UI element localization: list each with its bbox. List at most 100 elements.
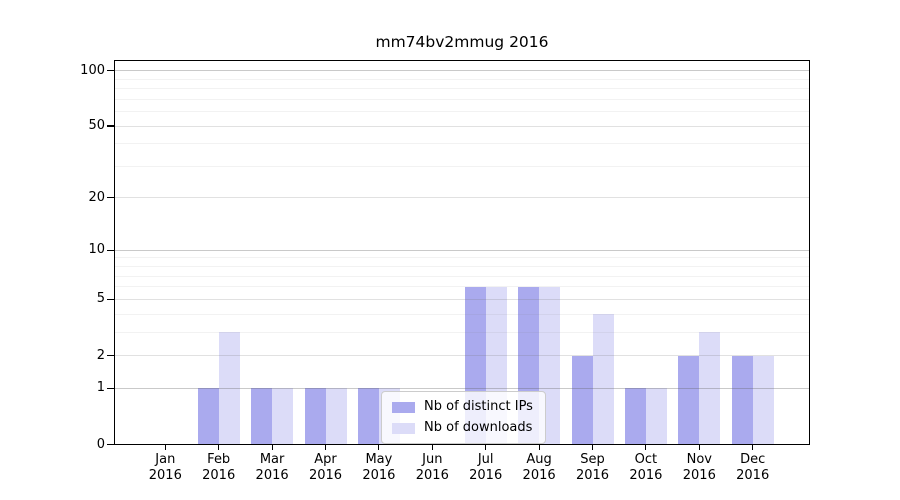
legend: Nb of distinct IPs Nb of downloads [381,391,546,444]
x-tick-label-dec: Dec 2016 [723,452,783,484]
x-tick-feb [218,445,220,450]
x-tick-apr [324,445,327,450]
x-tick-mar [271,445,273,450]
x-tick-nov [698,445,700,450]
y-tick-label-100: 100 [80,62,105,78]
x-tick-label-may: May 2016 [349,452,409,484]
year-label: 2016 [308,468,343,483]
month-label: Sep [580,452,605,467]
bar-distinct-ips-feb [197,388,219,444]
legend-item-distinct-ips: Nb of distinct IPs [392,399,533,415]
year-label: 2016 [736,468,770,483]
x-tick-label-aug: Aug 2016 [509,452,569,484]
year-label: 2016 [202,468,236,483]
legend-swatch-distinct-ips [392,401,415,413]
y-tick-label-1: 1 [96,380,105,396]
y-tick-label-20: 20 [88,189,105,205]
legend-item-downloads: Nb of downloads [392,420,533,436]
x-tick-label-nov: Nov 2016 [669,452,729,484]
y-tick-label-2: 2 [96,347,105,363]
bar-downloads-dec [752,355,774,444]
year-label: 2016 [522,468,556,483]
gridline-major-100 [115,70,809,72]
year-label: 2016 [682,468,716,483]
bar-distinct-ips-dec [731,355,753,444]
bar-downloads-feb [218,332,240,444]
month-label: Dec [740,452,766,467]
x-tick-label-jun: Jun 2016 [402,452,462,484]
bar-downloads-apr [325,388,347,444]
gridline-minor-30 [115,165,809,167]
x-tick-sep [591,445,594,450]
y-tick-1 [107,387,114,389]
gridline-minor-7 [115,275,809,277]
y-tick-2 [107,354,114,357]
gridline-minor-6 [115,286,809,288]
gridline-minor-4 [115,313,809,315]
gridline-major-2 [115,355,809,356]
year-label: 2016 [362,468,396,483]
month-label: Feb [207,452,231,467]
y-tick-label-10: 10 [88,242,105,258]
legend-label-distinct-ips: Nb of distinct IPs [424,399,533,414]
x-tick-jul [485,445,487,450]
x-tick-jan [164,445,166,450]
gridline-minor-8 [115,266,809,268]
bar-distinct-ips-oct [624,388,646,444]
bar-downloads-sep [592,314,614,444]
year-label: 2016 [469,468,503,483]
month-label: Mar [259,452,285,467]
x-tick-dec [752,445,754,450]
y-tick-label-50: 50 [88,118,105,134]
y-tick-5 [107,298,114,300]
x-tick-label-feb: Feb 2016 [189,452,249,484]
month-label: Jan [155,452,176,467]
month-label: Apr [314,452,337,467]
gridline-major-1 [115,387,809,389]
x-tick-label-jan: Jan 2016 [135,452,195,484]
gridline-major-10 [115,249,809,251]
year-label: 2016 [629,468,663,483]
gridline-minor-90 [115,78,809,80]
x-tick-label-mar: Mar 2016 [242,452,302,484]
bar-distinct-ips-nov [678,355,700,444]
month-label: Aug [526,452,552,467]
chart-title: mm74bv2mmug 2016 [375,33,549,51]
y-tick-20 [107,197,114,199]
x-tick-oct [645,445,647,450]
gridline-minor-80 [115,88,809,90]
x-tick-label-apr: Apr 2016 [296,452,356,484]
year-label: 2016 [148,468,182,483]
bar-downloads-oct [645,388,667,444]
x-tick-label-jul: Jul 2016 [456,452,516,484]
gridline-major-50 [115,125,809,127]
month-label: Oct [634,452,658,467]
bar-downloads-mar [272,388,294,444]
y-tick-label-0: 0 [96,436,105,452]
month-label: Jul [477,452,494,467]
y-tick-100 [107,70,114,72]
year-label: 2016 [575,468,610,483]
y-tick-label-5: 5 [96,291,105,307]
month-label: Jun [422,452,443,467]
gridline-major-20 [115,197,809,199]
gridline-minor-9 [115,257,809,259]
month-label: Nov [686,452,712,467]
month-label: May [365,452,393,467]
x-tick-aug [538,445,540,450]
gridline-minor-60 [115,111,809,113]
legend-label-downloads: Nb of downloads [424,420,533,435]
x-tick-may [378,445,380,450]
y-tick-50 [107,125,114,127]
x-tick-label-sep: Sep 2016 [563,452,623,484]
bar-distinct-ips-apr [304,388,326,444]
legend-swatch-downloads [392,422,415,434]
year-label: 2016 [255,468,289,483]
bar-distinct-ips-mar [251,388,273,444]
gridline-minor-40 [115,143,809,145]
x-tick-label-oct: Oct 2016 [616,452,676,484]
bar-distinct-ips-sep [571,355,593,444]
year-label: 2016 [415,468,449,483]
y-tick-0 [107,443,114,446]
